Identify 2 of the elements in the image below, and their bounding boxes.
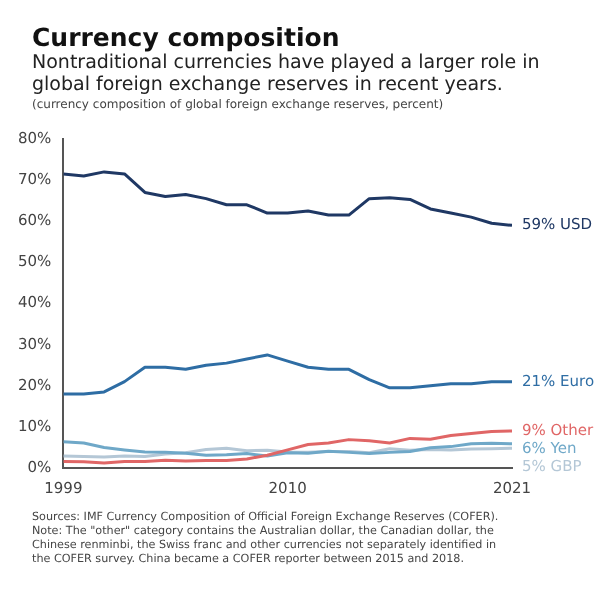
chart-title: Currency composition [32, 22, 342, 52]
chart-subtitle: Nontraditional currencies have played a larger role in global foreign exchange reserves in recent years. [32, 52, 542, 96]
